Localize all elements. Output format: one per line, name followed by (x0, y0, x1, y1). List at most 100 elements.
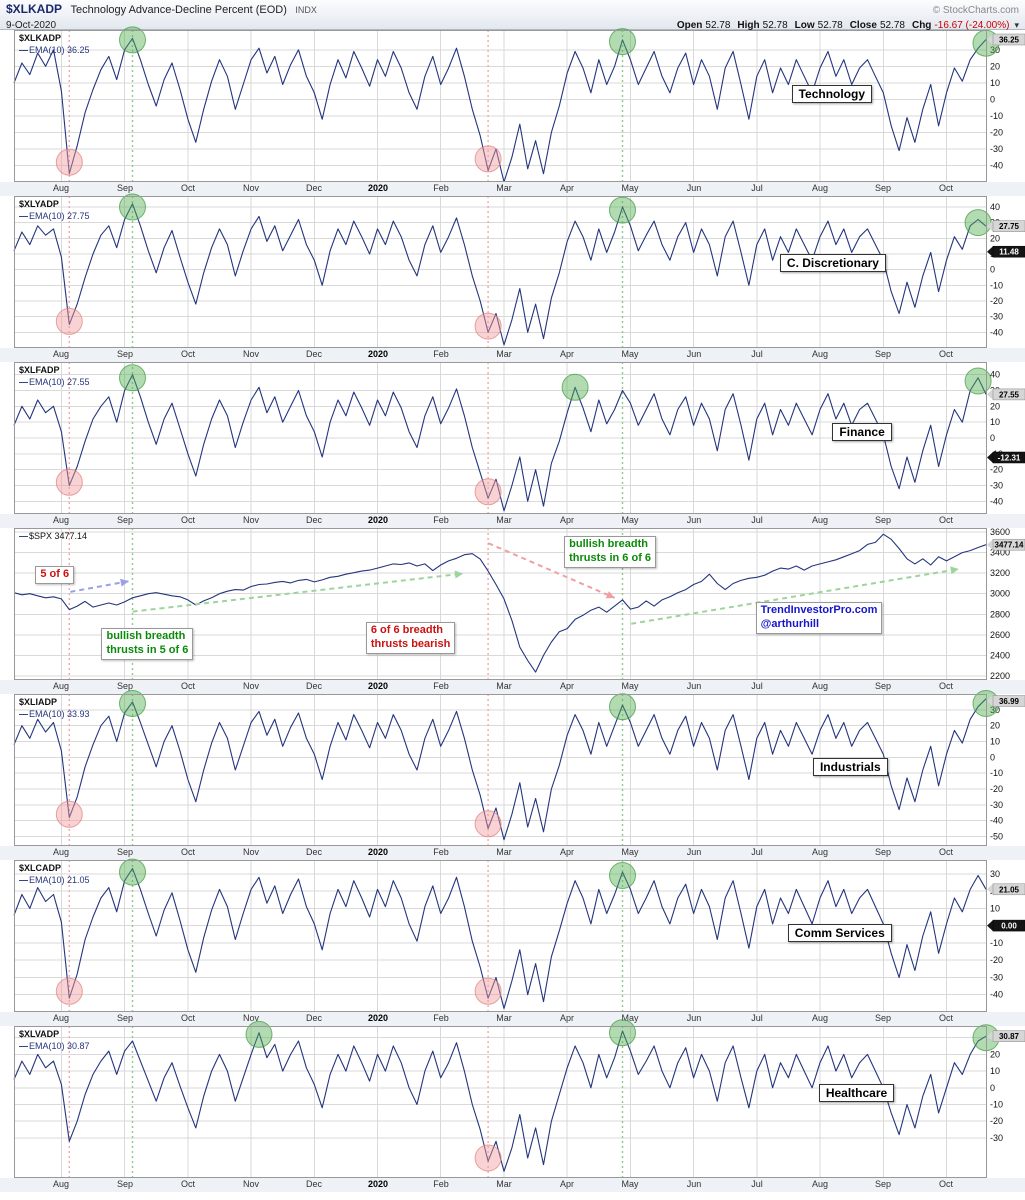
y-tick-label: -30 (990, 1133, 1003, 1143)
month-axis: Aug Sep Oct Nov Dec 2020 Feb Mar Apr May Jun Jul Aug… (0, 348, 1025, 362)
bearish-thrust-marker (55, 800, 83, 828)
sector-label-xlyadp: C. Discretionary (779, 253, 886, 272)
y-tick-label: 3600 (990, 527, 1010, 537)
month-label: Aug (811, 1013, 829, 1023)
svg-text:21.05: 21.05 (999, 885, 1020, 894)
plot-border (14, 694, 987, 846)
plot-border (14, 528, 987, 680)
panel-legend: $XLIADP —EMA(10) 33.93 (19, 697, 90, 719)
annotation-bullish-5of6: bullish breadth thrusts in 5 of 6 (101, 628, 194, 660)
annotation-arrows (70, 542, 959, 625)
sector-label-xlfadp: Finance (832, 422, 892, 441)
month-label: May (621, 847, 639, 857)
month-label: Jun (686, 1179, 702, 1189)
plot-border (14, 1026, 987, 1178)
month-label: Oct (938, 1179, 954, 1189)
month-label: Feb (433, 349, 449, 359)
copyright: © StockCharts.com (932, 5, 1019, 16)
y-tick-label: 3200 (990, 568, 1010, 578)
month-label: Oct (938, 1013, 954, 1023)
panel-legend: $XLFADP —EMA(10) 27.55 (19, 365, 90, 387)
month-label: Oct (180, 1013, 196, 1023)
month-label: Sep (874, 681, 892, 691)
svg-text:27.75: 27.75 (999, 222, 1020, 231)
bullish-thrust-marker (609, 693, 636, 721)
y-tick-label: 40 (990, 202, 1000, 212)
panel-spx: 3600 3400 3200 3000 2800 2600 2400 2200 3477.14 5… (0, 527, 1025, 694)
month-label: Aug (52, 515, 70, 525)
collapse-chart-icon[interactable]: ▾ (1014, 20, 1019, 30)
month-label: Dec (305, 515, 323, 525)
month-label: Jul (751, 847, 763, 857)
month-axis: Aug Sep Oct Nov Dec 2020 Feb Mar Apr May Jun Jul Aug… (0, 182, 1025, 196)
y-tick-label: 40 (990, 370, 1000, 380)
panel-xlkadp: 30 20 10 0 -10 -20 -30 -40 36.25 Technology $XLKAD… (0, 26, 1025, 196)
month-label: Jul (751, 349, 763, 359)
breadth-event-lines (68, 30, 624, 182)
line-swatch-icon: — (19, 874, 28, 885)
exchange-label: INDX (295, 5, 317, 15)
month-label: Jun (686, 681, 702, 691)
month-axis: Aug Sep Oct Nov Dec 2020 Feb Mar Apr May Jun Jul Aug… (0, 846, 1025, 860)
spx-line (13, 533, 987, 673)
last-value-box: 27.55 (987, 388, 1025, 401)
bullish-thrust-marker (609, 196, 636, 224)
quote-label: Low (794, 20, 815, 31)
month-label: May (621, 1179, 639, 1189)
y-tick-label: -30 (990, 800, 1003, 810)
y-tick-label: 2200 (990, 671, 1010, 681)
month-label: Jun (686, 349, 702, 359)
bullish-thrust-marker (119, 26, 146, 54)
month-label: Apr (559, 1179, 575, 1189)
breadth-event-lines (68, 196, 624, 348)
y-tick-label: 20 (990, 401, 1000, 411)
month-label: May (621, 681, 639, 691)
last-value-box: 36.25 (987, 33, 1025, 46)
month-label: Feb (433, 183, 449, 193)
month-label: Sep (116, 515, 134, 525)
bullish-thrust-marker (609, 1019, 636, 1047)
panel-xliadp: 30 20 10 0 -10 -20 -30 -40 -50 36.99 Industrials $X… (0, 690, 1025, 860)
month-label: Feb (433, 847, 449, 857)
y-tick-label: 2400 (990, 650, 1010, 660)
breadth-event-lines (68, 860, 624, 1012)
month-label: Sep (116, 183, 134, 193)
month-label: Sep (116, 1013, 134, 1023)
xliadp-line (13, 698, 987, 841)
y-tick-label: -40 (990, 816, 1003, 826)
panel-xlfadp: 403020100-10-20-30-4027.55-12.31Finance$… (0, 362, 1025, 528)
line-swatch-icon: — (19, 210, 28, 221)
y-tick-label: -20 (990, 127, 1003, 137)
y-tick-label: -50 (990, 832, 1003, 842)
y-tick-label: -20 (990, 1116, 1003, 1126)
month-label: Oct (180, 681, 196, 691)
bullish-thrust-marker (119, 858, 146, 886)
month-axis: Aug Sep Oct Nov Dec 2020 Feb Mar Apr May Jun Jul Aug… (0, 1012, 1025, 1026)
last-value-box: 0.00 (987, 919, 1025, 932)
bearish-thrust-marker (474, 478, 502, 506)
bullish-thrust-marker (609, 862, 636, 889)
month-label: 2020 (367, 1179, 389, 1189)
month-label: Aug (811, 847, 829, 857)
month-label: Nov (242, 681, 260, 691)
chart-panels: 30 20 10 0 -10 -20 -30 -40 36.25 Technology $XLKAD… (0, 26, 1025, 1192)
month-label: Nov (242, 1013, 260, 1023)
annotation-credit: TrendInvestorPro.com @arthurhill (755, 602, 883, 634)
annotation-bearish-6of6: 6 of 6 breadth thrusts bearish (365, 622, 456, 654)
month-label: 2020 (367, 1013, 389, 1023)
y-tick-label: 30 (990, 705, 1000, 715)
y-tick-label: 30 (990, 45, 1000, 55)
arrowhead-icon (605, 591, 615, 599)
svg-text:30.87: 30.87 (999, 1032, 1020, 1041)
month-label: Oct (180, 349, 196, 359)
quote-value: 52.78 (817, 20, 843, 31)
month-label: Oct (180, 515, 196, 525)
month-label: Jul (751, 515, 763, 525)
month-label: Jun (686, 515, 702, 525)
panel-xlvadp: 3020100-10-20-3030.87Healthcare$XLVADP—E… (0, 1019, 1025, 1192)
gridlines (14, 196, 986, 348)
y-tick-label: 30 (990, 869, 1000, 879)
svg-text:36.25: 36.25 (999, 36, 1020, 45)
